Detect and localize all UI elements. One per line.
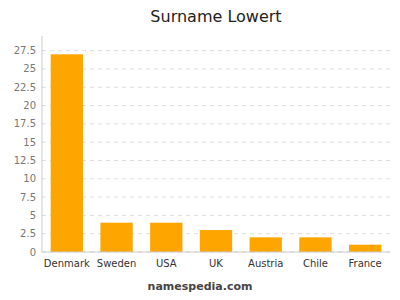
bar xyxy=(250,237,282,252)
grid-line xyxy=(42,105,390,106)
y-tick-label: 17.5 xyxy=(14,118,36,129)
x-tick-label: France xyxy=(349,258,382,269)
grid-line xyxy=(42,87,390,88)
x-axis-line xyxy=(42,252,390,253)
x-tick-label: Austria xyxy=(248,258,283,269)
grid-line xyxy=(42,50,390,51)
y-tick-label: 22.5 xyxy=(14,82,36,93)
y-tick-label: 5 xyxy=(30,210,36,221)
footer-text: namespedia.com xyxy=(148,280,253,293)
grid-line xyxy=(42,123,390,124)
grid-line xyxy=(42,252,390,253)
chart-svg: 0 2.5 5 7.5 10 12.5 15 17.5 20 22.5 25 27.5 Denmark S… xyxy=(0,0,400,300)
y-axis-line xyxy=(42,36,43,252)
x-tick-label: USA xyxy=(156,258,177,269)
x-tick-label: Sweden xyxy=(97,258,137,269)
y-tick-label: 15 xyxy=(23,137,36,148)
y-tick-label: 20 xyxy=(23,100,36,111)
grid-line xyxy=(42,160,390,161)
bar xyxy=(349,245,381,252)
chart-container: 0 2.5 5 7.5 10 12.5 15 17.5 20 22.5 25 27.5 Denmark S… xyxy=(0,0,400,300)
x-tick-label: Denmark xyxy=(44,258,90,269)
x-tick-label: UK xyxy=(209,258,223,269)
grid-line xyxy=(42,197,390,198)
x-tick-label: Chile xyxy=(303,258,328,269)
bar xyxy=(200,230,232,252)
bar xyxy=(299,237,331,252)
y-tick-label: 25 xyxy=(23,63,36,74)
grid-line xyxy=(42,215,390,216)
y-tick-label: 7.5 xyxy=(20,192,36,203)
y-tick-label: 10 xyxy=(23,173,36,184)
chart-title: Surname Lowert xyxy=(150,7,281,26)
grid-line xyxy=(42,68,390,69)
y-tick-label: 12.5 xyxy=(14,155,36,166)
bar xyxy=(51,54,83,252)
y-grid xyxy=(42,51,390,252)
grid-line xyxy=(42,142,390,143)
y-tick-label: 27.5 xyxy=(14,45,36,56)
grid-line xyxy=(42,178,390,179)
y-tick-label: 0 xyxy=(30,247,36,258)
bar xyxy=(150,223,182,252)
bar xyxy=(100,223,132,252)
bars xyxy=(51,54,382,252)
y-tick-label: 2.5 xyxy=(20,228,36,239)
